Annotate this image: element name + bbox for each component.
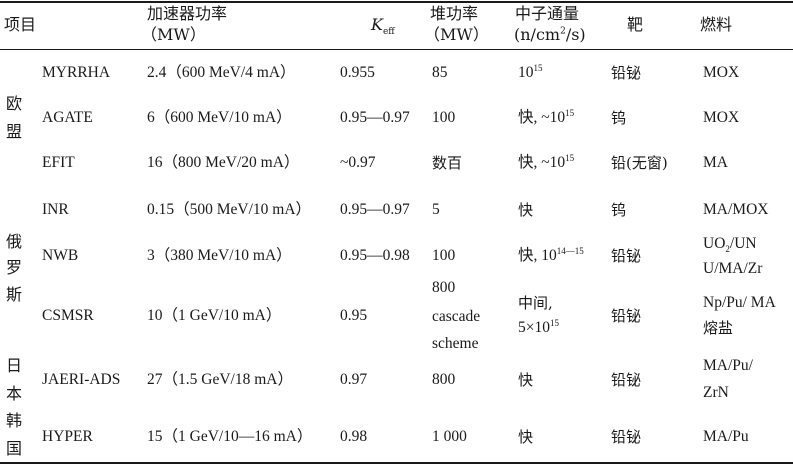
row-flux: 快, 1014—15 (518, 245, 584, 264)
group-char: 国 (6, 439, 23, 458)
row-name: MYRRHA (42, 64, 111, 81)
row-fuel: MOX (703, 64, 740, 81)
header-target: 靶 (627, 15, 644, 34)
row-heap: 5 (432, 201, 440, 218)
group-char: 韩 (6, 411, 23, 430)
row-heap-line2: cascade (432, 308, 481, 325)
row-power: 15（1 GeV/10—16 mA） (147, 428, 313, 445)
row-fuel-line1: MA/Pu/ (703, 357, 753, 374)
row-keff: 0.95—0.97 (340, 109, 410, 126)
row-name: JAERI-ADS (42, 371, 121, 388)
row-fuel-line2: U/MA/Zr (703, 260, 763, 277)
row-fuel: MA/Pu (703, 428, 749, 445)
row-keff: 0.97 (340, 371, 368, 388)
header-fuel: 燃料 (700, 15, 733, 34)
bottom-rule (0, 462, 793, 464)
row-target: 铅铋 (611, 371, 642, 389)
header-keff: Keff (371, 15, 395, 38)
row-flux: 快 (518, 428, 534, 446)
row-flux: 快, ~1015 (518, 107, 575, 126)
group-char: 日 (6, 356, 23, 375)
row-heap: 100 (432, 247, 456, 264)
group-char: 俄 (6, 232, 23, 251)
row-power: 10（1 GeV/10 mA） (147, 307, 282, 324)
row-name: NWB (42, 247, 79, 264)
row-flux: 快 (518, 371, 534, 389)
header-project: 项目 (4, 15, 37, 34)
row-flux: 快 (518, 201, 534, 219)
row-target: 铅铋 (611, 247, 642, 265)
row-heap: 800 (432, 371, 456, 388)
group-char: 盟 (6, 122, 23, 141)
row-flux-line1: 中间, (518, 294, 553, 312)
row-fuel: MOX (703, 109, 740, 126)
row-power: 2.4（600 MeV/4 mA） (147, 64, 296, 81)
row-target: 铅铋 (611, 307, 642, 325)
row-flux: 快, ~1015 (518, 152, 575, 171)
row-name: AGATE (42, 109, 93, 126)
row-heap: 1 000 (432, 428, 467, 445)
top-rule (0, 1, 793, 3)
row-power: 16（800 MeV/20 mA） (147, 154, 300, 171)
group-char: 罗 (6, 258, 23, 277)
row-keff: ~0.97 (340, 154, 376, 171)
row-fuel-line1: UO2/UN (703, 235, 757, 255)
row-keff: 0.95 (340, 307, 368, 324)
row-power: 0.15（500 MeV/10 mA） (147, 201, 312, 218)
header-power-line1: 加速器功率 (147, 4, 228, 23)
row-fuel-line2: 熔盐 (703, 319, 734, 337)
row-keff: 0.95—0.97 (340, 201, 410, 218)
row-power: 27（1.5 GeV/18 mA） (147, 371, 293, 388)
row-heap-line3: scheme (432, 335, 479, 352)
row-name: CSMSR (42, 307, 94, 324)
header-heap-line1: 堆功率 (430, 4, 479, 23)
row-fuel: MA/MOX (703, 201, 769, 218)
row-target: 铅铋 (611, 64, 642, 82)
row-fuel: MA (703, 154, 728, 171)
row-keff: 0.95—0.98 (340, 247, 410, 264)
row-heap: 85 (432, 64, 448, 81)
row-name: HYPER (42, 428, 93, 445)
header-flux-line1: 中子通量 (515, 4, 580, 23)
row-fuel-line1: Np/Pu/ MA (703, 294, 776, 311)
row-heap: 数百 (432, 154, 463, 172)
header-power-line2: （MW） (141, 25, 206, 44)
row-fuel-line2: ZrN (703, 384, 729, 401)
group-char: 本 (6, 384, 23, 403)
group-char: 斯 (6, 285, 23, 304)
row-target: 铅铋 (611, 428, 642, 446)
row-heap: 100 (432, 109, 456, 126)
group-char: 欧 (6, 94, 23, 113)
row-power: 3（380 MeV/10 mA） (147, 247, 292, 264)
row-target: 钨 (611, 201, 627, 219)
row-target: 钨 (611, 109, 627, 127)
header-heap-line2: （MW） (424, 25, 489, 44)
header-rule (0, 49, 793, 50)
row-name: EFIT (42, 154, 75, 171)
row-name: INR (42, 201, 69, 218)
header-flux-line2: (n/cm2/s) (514, 25, 586, 44)
row-heap-line1: 800 (432, 279, 456, 296)
row-keff: 0.98 (340, 428, 368, 445)
row-target: 铅(无窗) (611, 154, 668, 172)
row-flux: 1015 (518, 62, 543, 81)
row-keff: 0.955 (340, 64, 375, 81)
row-power: 6（600 MeV/10 mA） (147, 109, 292, 126)
row-flux-line2: 5×1015 (518, 317, 559, 336)
